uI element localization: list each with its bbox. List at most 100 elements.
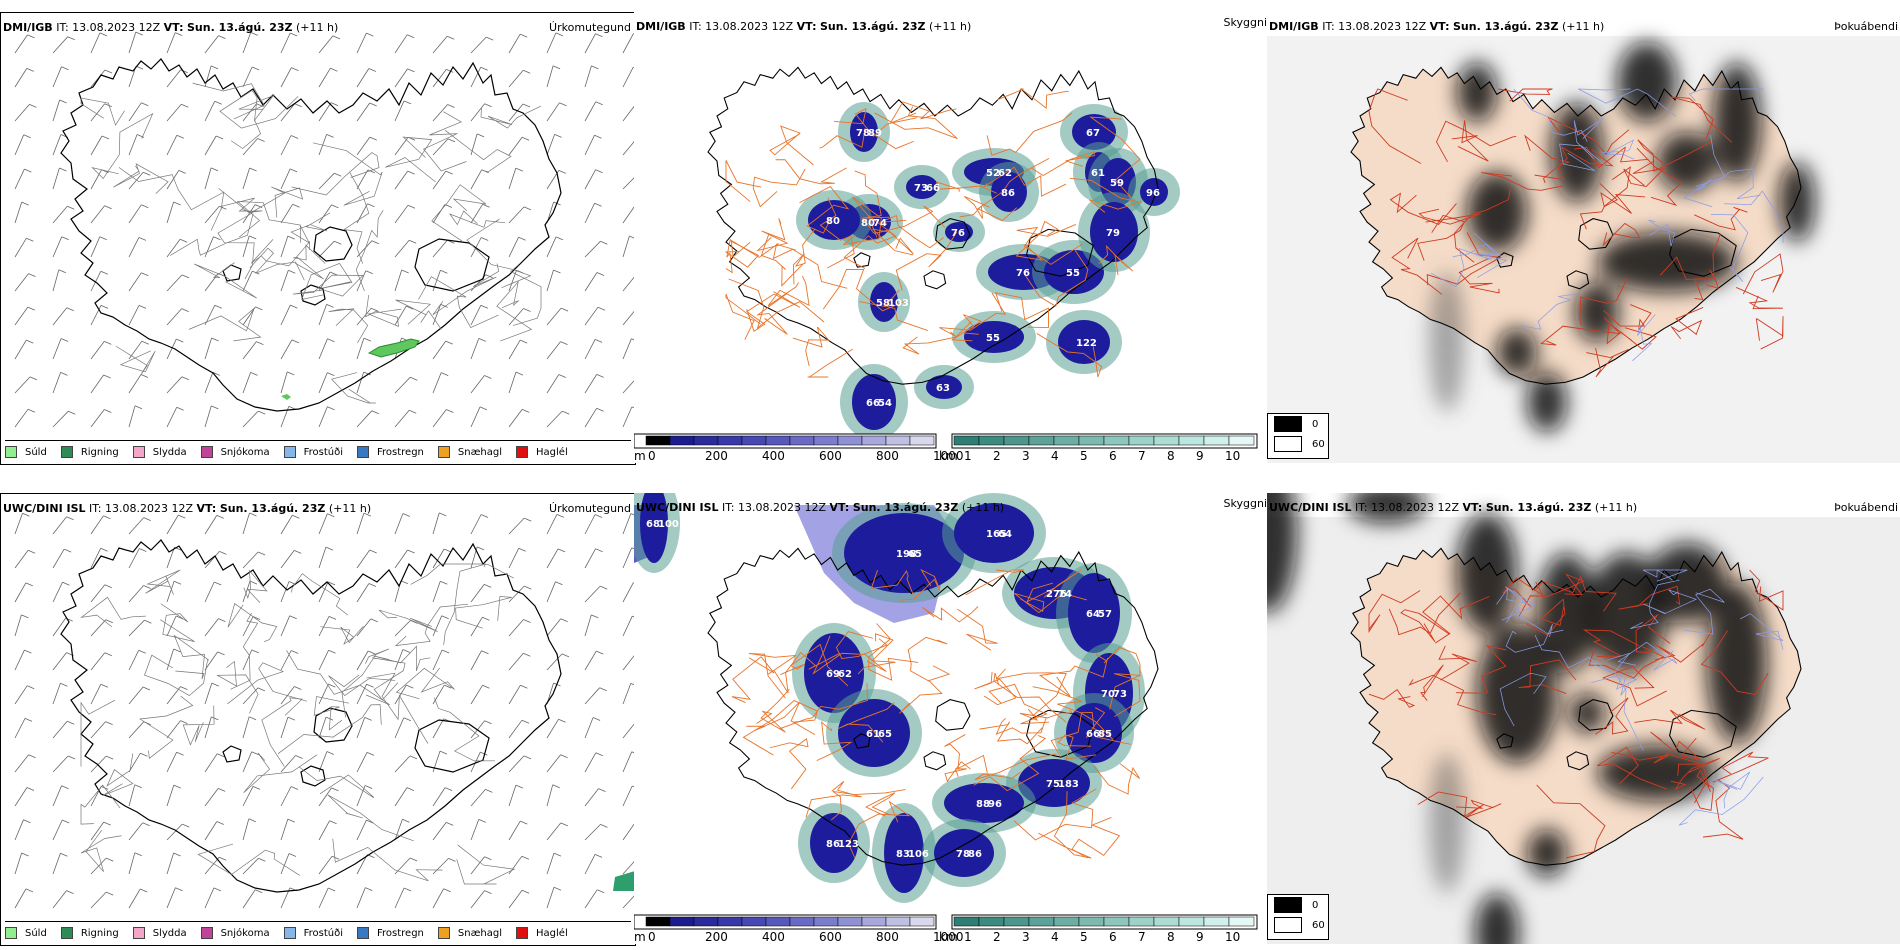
road-line (1677, 763, 1711, 793)
wind-barb-tick (522, 103, 531, 108)
fog-key: 0 60 (1267, 894, 1329, 940)
wind-barb (280, 650, 292, 671)
wind-barb-tick (175, 615, 184, 620)
wind-barb-tick (290, 304, 298, 309)
wind-barb (204, 651, 218, 671)
cloud-base-label: 75 (1046, 779, 1060, 790)
wind-barb (242, 341, 257, 360)
wind-barb-tick (595, 169, 603, 174)
wind-barb (14, 888, 27, 909)
wind-barb (242, 580, 251, 603)
wind-barb (204, 65, 212, 88)
wind-barb-tick (294, 686, 302, 690)
wind-barb (166, 823, 183, 841)
road-line (1534, 634, 1613, 674)
road-line (227, 603, 278, 643)
wind-barb (52, 410, 69, 428)
cloud-base-label: 198 (896, 549, 917, 560)
road-line (1024, 249, 1089, 307)
cloud-areas (796, 102, 1180, 440)
wind-barb-tick (214, 581, 222, 586)
wind-barb (166, 784, 175, 807)
wind-barb (52, 99, 60, 122)
wind-barb (432, 822, 447, 841)
cloud-area (934, 829, 994, 877)
road-line (1688, 88, 1764, 101)
wind-barb-tick (403, 887, 412, 892)
wind-barb-tick (480, 66, 488, 71)
road-line (455, 596, 512, 629)
wind-barb (622, 582, 634, 603)
road-line (1623, 160, 1666, 188)
wind-barb (356, 549, 371, 569)
wind-barb-tick (219, 551, 227, 555)
wind-barb (128, 852, 136, 875)
road-line (899, 665, 951, 714)
road-line (775, 159, 847, 185)
wind-barb-tick (328, 887, 336, 892)
wind-barb-tick (329, 820, 337, 825)
wind-barb (394, 513, 404, 535)
wind-barb-tick (100, 305, 109, 309)
wind-barb-tick (25, 582, 33, 587)
road-line (874, 106, 958, 140)
legend-swatch (283, 446, 296, 458)
road-line (965, 569, 1025, 596)
wind-barb (432, 548, 445, 569)
wind-barb-tick (367, 650, 376, 655)
wind-barb (318, 581, 329, 603)
wind-barb-tick (364, 717, 372, 721)
road-line (857, 633, 896, 675)
road-line (118, 167, 225, 211)
road-line (769, 125, 814, 166)
wind-barb (128, 237, 140, 258)
wind-barb-tick (214, 100, 222, 105)
cloud-base-label: 78 (856, 128, 870, 139)
wind-barb-tick (367, 203, 375, 208)
wind-barb-tick (369, 549, 377, 554)
wind-barb (52, 652, 67, 671)
wind-barb-tick (258, 857, 266, 862)
wind-barb (584, 101, 597, 122)
fog-area (1467, 172, 1527, 252)
road-line (444, 129, 512, 173)
wind-barb-tick (58, 269, 66, 274)
wind-barb-tick (134, 784, 142, 789)
wind-barb-tick (631, 547, 635, 550)
wind-barb-tick (252, 616, 261, 620)
wind-barb (128, 305, 140, 326)
wind-barb (394, 755, 411, 773)
road-line (1455, 645, 1507, 694)
wind-barb-tick (100, 547, 108, 552)
wind-barb-tick (440, 304, 448, 308)
wind-barb (470, 375, 485, 394)
wind-barb (394, 717, 405, 739)
wind-barb (128, 585, 144, 603)
wind-barb-tick (521, 719, 530, 724)
wind-barb (14, 104, 30, 122)
wind-barb-tick (290, 786, 299, 790)
wind-barb-tick (140, 374, 149, 378)
road-line (313, 696, 350, 731)
panel-title: Skyggni (1223, 16, 1267, 29)
fog-area (1429, 753, 1465, 893)
cloud-base-label: 62 (838, 669, 852, 680)
wind-barb (128, 31, 137, 54)
road-line (1505, 623, 1553, 653)
wind-barb-tick (28, 754, 36, 759)
wind-barb-tick (515, 784, 524, 789)
wind-barb (356, 618, 372, 637)
road-line (1368, 590, 1421, 633)
wind-barb-tick (173, 201, 181, 206)
scale-swatch (953, 916, 980, 927)
wind-barb (546, 618, 562, 637)
wind-barb (280, 786, 292, 807)
road-line (993, 672, 1067, 723)
wind-barb-tick (518, 236, 526, 241)
legend-item: Haglél (516, 446, 568, 458)
wind-barb-tick (67, 36, 75, 41)
cloud-base-label: 61 (1091, 168, 1105, 179)
panel-header: UWC/DINI ISL IT: 13.08.2023 12Z VT: Sun.… (3, 502, 372, 515)
road-line (879, 215, 944, 249)
wind-barb (394, 376, 411, 394)
